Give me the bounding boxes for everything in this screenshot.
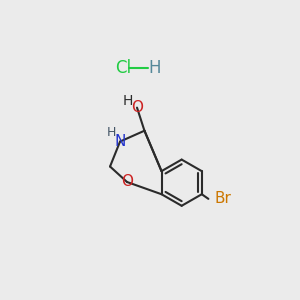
Text: Cl: Cl	[115, 59, 131, 77]
Text: O: O	[121, 175, 133, 190]
Text: H: H	[149, 59, 161, 77]
Text: O: O	[131, 100, 143, 115]
Text: Br: Br	[214, 191, 231, 206]
Text: H: H	[123, 94, 134, 108]
Text: N: N	[114, 134, 126, 149]
Text: H: H	[107, 126, 116, 139]
